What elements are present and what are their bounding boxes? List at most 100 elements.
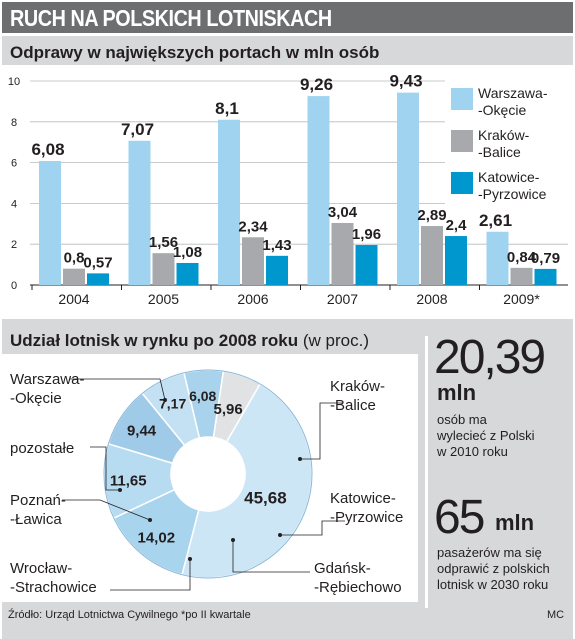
x-tick-label: 2004: [58, 291, 89, 307]
bar-value-label: 6,08: [31, 140, 64, 159]
donut-category-label: Wrocław-: [10, 560, 72, 577]
bar-chart-x-ticks: 2004 2005 2006 2007 2008 2009*: [31, 285, 540, 307]
leader-dot: [278, 533, 282, 537]
bar-value-label: 9,43: [389, 72, 422, 91]
legend-swatch: [451, 88, 473, 110]
bar: [266, 255, 288, 285]
legend-label: -Okęcie: [478, 102, 526, 118]
leader-line: [110, 559, 191, 591]
pie-chart-title: Udział lotnisk w rynku po 2008 roku (w p…: [10, 331, 369, 351]
donut-category-label: -Okęcie: [10, 390, 62, 407]
stat-passengers-2030-description: pasażerów ma się odprawić z polskich lot…: [437, 545, 550, 592]
donut-category-label: -Ławica: [10, 511, 62, 528]
leader-line: [62, 499, 151, 521]
donut-category-label: -Pyrzowice: [330, 509, 403, 526]
leader-dot: [163, 398, 167, 402]
stat-passengers-2010-description: osób ma wylecieć z Polski w 2010 roku: [437, 412, 535, 459]
bar-value-label: 1,96: [352, 226, 381, 243]
donut-value-label: 6,08: [189, 388, 216, 404]
bar: [218, 119, 240, 285]
donut-value-label: 9,44: [127, 422, 157, 439]
page-title: RUCH NA POLSKICH LOTNISKACH: [10, 5, 332, 31]
stats-divider: [425, 336, 428, 608]
stat-passengers-2030-value: 65: [434, 491, 485, 544]
bar-value-label: 2,4: [446, 217, 468, 234]
y-tick-label: 6: [11, 158, 17, 170]
x-tick-label: 2007: [327, 291, 358, 307]
donut-category-label: -Rębiechowo: [314, 579, 402, 596]
bar-chart-legend: Warszawa--Okęcie Kraków--Balice Katowice--…: [445, 80, 571, 204]
donut-value-label: 5,96: [214, 401, 243, 418]
donut-category-label: Poznań-: [10, 492, 66, 509]
x-tick-label: 2008: [416, 291, 447, 307]
bar-value-label: 1,08: [173, 244, 202, 261]
donut-category-labels: Warszawa- -Okęcie Kraków- -Balice Katowice- -…: [10, 371, 403, 596]
bar: [445, 236, 467, 285]
donut-category-label: pozostałe: [10, 440, 74, 457]
x-tick-label: 2005: [148, 291, 179, 307]
donut-category-label: Kraków-: [330, 378, 385, 395]
donut-leader-lines: [62, 378, 345, 591]
leader-line: [90, 446, 120, 491]
bar: [176, 262, 199, 285]
donut-value-label: 7,17: [159, 395, 186, 411]
bar: [534, 268, 557, 285]
donut-category-label: -Balice: [330, 397, 376, 414]
donut-value-labels: 45,68 14,02 11,65 9,447,17 6,085,96: [110, 388, 287, 546]
bar-value-label: 2,34: [238, 218, 268, 235]
bar: [152, 253, 175, 285]
donut-category-label: Warszawa-: [10, 371, 84, 388]
bar-chart: 0 2 4 6 8 10 6,08 0,80,57 7,07 1,561,08 8,1 2,34 1,…: [8, 72, 571, 307]
leader-line: [280, 520, 345, 536]
footer-source: Źródło: Urząd Lotnictwa Cywilnego *po II…: [8, 609, 251, 621]
bar: [87, 273, 109, 285]
y-tick-label: 8: [11, 117, 17, 129]
legend-label: Warszawa-: [478, 85, 548, 101]
bar-value-label: 0,57: [83, 254, 112, 271]
leader-dot: [231, 538, 235, 542]
donut-chart: 45,68 14,02 11,65 9,447,17 6,085,96 Warszawa…: [10, 369, 403, 596]
bar-chart-title-band: [2, 36, 573, 65]
bar-value-label: 1,56: [149, 234, 178, 251]
leader-dot: [118, 488, 122, 492]
bar: [397, 92, 419, 286]
stat-passengers-2030-unit: mln: [495, 510, 535, 535]
bar-value-label: 2,61: [479, 211, 512, 230]
donut-category-label: Katowice-: [330, 490, 396, 507]
header-bar: RUCH NA POLSKICH LOTNISKACH: [2, 2, 573, 33]
legend-label: -Balice: [478, 144, 521, 160]
leader-line: [232, 540, 310, 573]
bar: [510, 267, 533, 285]
bar: [128, 140, 151, 285]
leader-line: [70, 378, 166, 401]
y-tick-label: 0: [11, 280, 17, 292]
bar-chart-value-labels: 6,08 0,80,57 7,07 1,561,08 8,1 2,34 1,43 9,26 3,…: [31, 72, 560, 272]
bar: [39, 160, 61, 285]
legend-label: -Pyrzowice: [478, 186, 547, 202]
bar: [63, 268, 85, 285]
bar-value-label: 0,79: [531, 250, 560, 267]
y-tick-label: 10: [8, 76, 20, 88]
bar-chart-bars: [39, 92, 557, 286]
bar-value-label: 7,07: [121, 120, 154, 139]
donut-outline: [103, 369, 313, 579]
leader-line: [300, 402, 342, 460]
bar: [242, 237, 264, 285]
y-tick-label: 4: [11, 198, 17, 210]
bar-value-label: 0,8: [64, 250, 85, 267]
legend-swatch: [451, 172, 473, 194]
legend-swatch: [451, 130, 473, 152]
donut-value-label: 11,65: [110, 473, 147, 490]
bar-value-label: 2,89: [417, 207, 446, 224]
leader-dot: [298, 457, 302, 461]
x-tick-label: 2006: [237, 291, 268, 307]
bar-value-label: 0,84: [507, 249, 537, 266]
legend-label: Kraków-: [478, 127, 530, 143]
leader-dot: [148, 518, 152, 522]
bar: [486, 231, 509, 285]
bar: [307, 96, 330, 285]
bar-value-label: 9,26: [300, 75, 333, 94]
bar: [421, 226, 443, 285]
donut-value-label: 45,68: [244, 488, 287, 507]
x-tick-label: 2009*: [503, 291, 540, 307]
